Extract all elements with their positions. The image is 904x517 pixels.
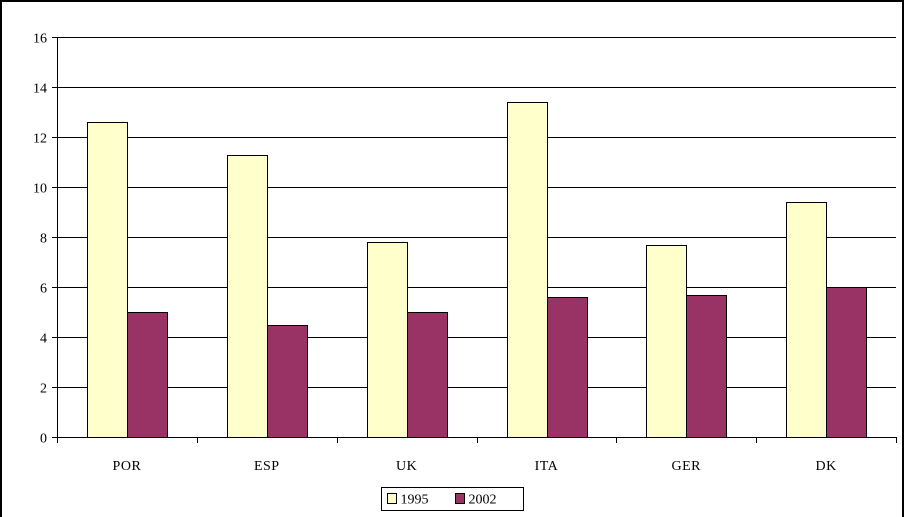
bar-2002-ger [686,295,727,438]
legend-label-1995: 1995 [401,493,429,508]
legend-label-2002: 2002 [469,493,497,508]
gridlines [57,37,896,388]
bar-1995-esp [227,155,268,438]
y-axis-ticks: 0 2 4 6 8 10 12 14 16 [33,32,57,447]
x-tick-label: DK [815,459,836,474]
x-tick-label: POR [113,459,142,474]
y-tick-label: 4 [40,332,47,347]
x-tick-label: ITA [535,459,559,474]
legend-swatch-1995 [387,493,397,504]
bars [87,102,867,438]
y-tick-label: 10 [33,182,47,197]
y-tick-label: 14 [33,82,47,97]
y-tick-label: 2 [40,382,47,397]
x-tick-label: UK [396,459,417,474]
bar-2002-ita [547,297,588,438]
legend-swatch-2002 [455,493,465,504]
bar-1995-ita [507,102,548,438]
x-axis-ticks: POR ESP UK ITA GER DK [57,437,897,474]
bar-1995-ger [646,245,687,438]
bar-2002-uk [407,312,448,438]
bar-2002-dk [826,287,867,438]
bar-1995-dk [786,202,827,438]
y-tick-label: 0 [40,432,47,447]
y-tick-label: 16 [33,32,47,47]
x-tick-label: ESP [254,459,280,474]
x-tick-label: GER [672,459,702,474]
bar-1995-uk [367,242,408,438]
legend-box [381,487,524,511]
y-tick-label: 6 [40,282,47,297]
bar-2002-esp [267,325,308,438]
bar-1995-por [87,122,128,438]
y-tick-label: 8 [40,232,47,247]
y-tick-label: 12 [33,132,47,147]
bar-2002-por [127,312,168,438]
legend: 1995 2002 [381,487,524,511]
